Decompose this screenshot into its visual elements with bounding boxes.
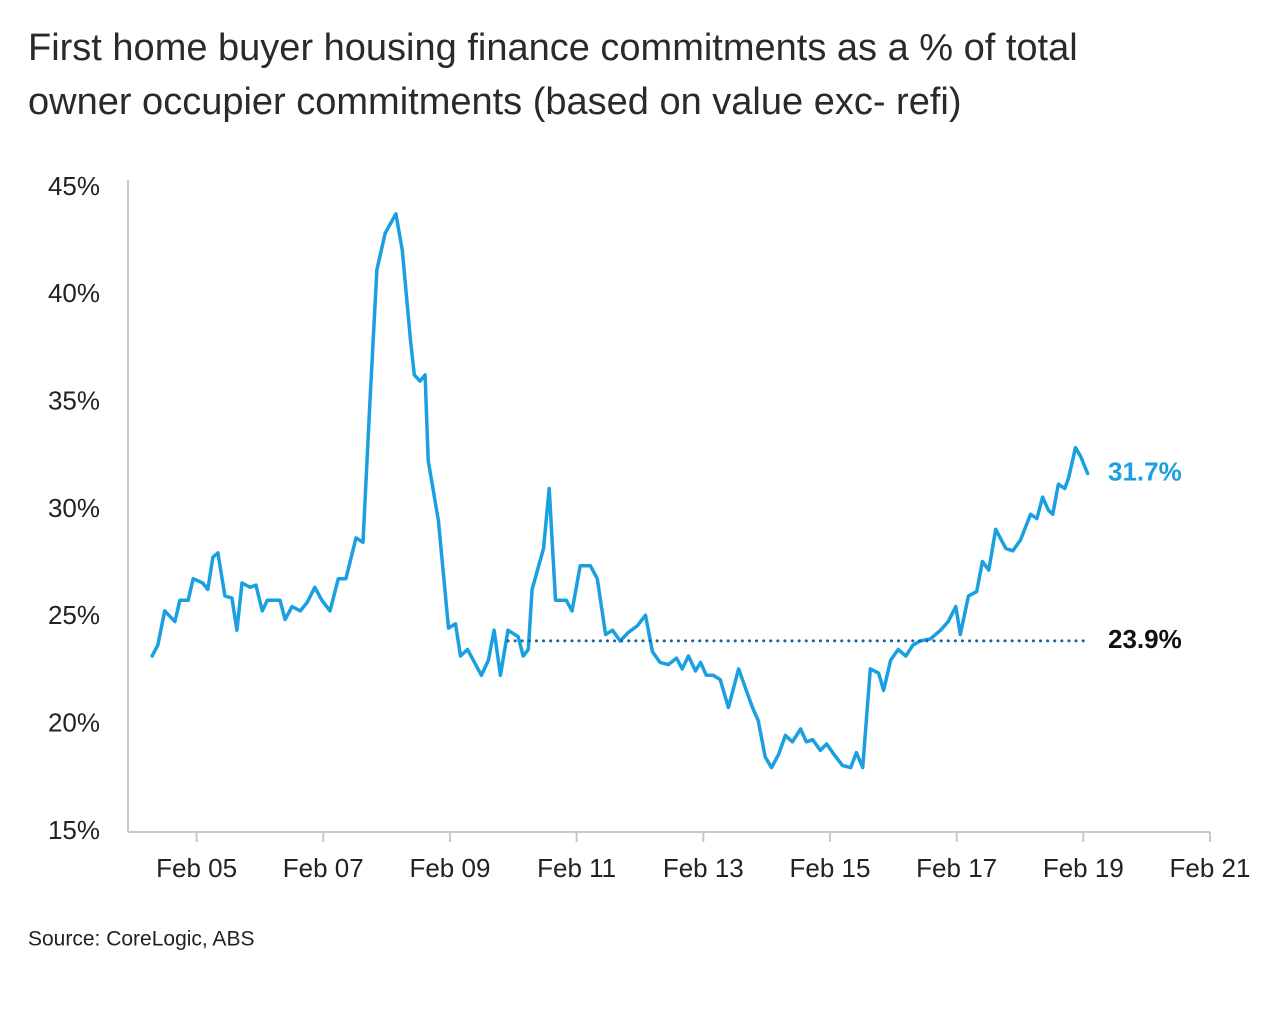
- x-tick-label: Feb 11: [537, 853, 616, 883]
- x-tick-label: Feb 19: [1043, 853, 1124, 883]
- end-label: 31.7%: [1108, 456, 1182, 486]
- x-tick-label: Feb 15: [789, 853, 870, 883]
- x-tick-label: Feb 21: [1170, 853, 1251, 883]
- y-tick-label: 35%: [48, 386, 100, 416]
- x-tick-label: Feb 07: [283, 853, 364, 883]
- x-tick-label: Feb 05: [156, 853, 237, 883]
- chart-title: owner occupier commitments (based on val…: [28, 81, 962, 123]
- source-note: Source: CoreLogic, ABS: [28, 928, 254, 951]
- y-tick-label: 15%: [48, 815, 100, 845]
- y-tick-label: 45%: [48, 171, 100, 201]
- x-tick-label: Feb 17: [916, 853, 997, 883]
- y-tick-label: 25%: [48, 600, 100, 630]
- y-tick-label: 40%: [48, 278, 100, 308]
- y-tick-label: 20%: [48, 708, 100, 738]
- end-label: 23.9%: [1108, 624, 1182, 654]
- data-line: [150, 212, 1090, 770]
- chart-title: First home buyer housing finance commitm…: [28, 27, 1078, 69]
- x-tick-label: Feb 13: [663, 853, 744, 883]
- y-tick-label: 30%: [48, 493, 100, 523]
- x-tick-label: Feb 09: [409, 853, 490, 883]
